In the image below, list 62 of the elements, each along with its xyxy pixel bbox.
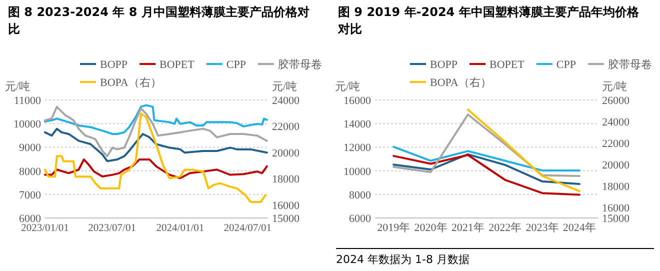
x-tick-label: 2019年: [377, 222, 410, 234]
line-series: [44, 158, 268, 180]
y-tick-label: 8000: [349, 189, 372, 202]
line-series: [392, 153, 580, 186]
y2-tick-label: 18000: [602, 180, 630, 193]
legend-label: BOPP: [430, 59, 458, 71]
y2-tick-label: 16000: [272, 200, 300, 212]
legend-label: 胶带母卷: [608, 58, 652, 71]
y2-tick-label: 20000: [272, 147, 300, 160]
y-tick-label: 9000: [19, 142, 42, 154]
legend-label: BOPET: [160, 59, 195, 71]
y-tick-label: 12000: [344, 142, 372, 154]
y2-tick-label: 22000: [602, 138, 630, 150]
y-tick-label: 16000: [344, 95, 372, 107]
y2-tick-label: 24000: [272, 95, 300, 107]
y-axis-title: 元/吨: [335, 80, 360, 93]
y-tick-label: 7000: [19, 189, 42, 202]
y2-tick-label: 22000: [272, 121, 300, 134]
x-tick-label: 2022年: [488, 222, 522, 234]
x-tick-label: 2024年: [562, 222, 596, 234]
x-tick-label: 2020年: [414, 222, 448, 234]
y2-tick-label: 18000: [272, 174, 300, 186]
y2-tick-label: 15000: [602, 213, 630, 225]
y2-tick-label: 26000: [602, 95, 630, 107]
y-tick-label: 6000: [349, 213, 372, 225]
legend-label: BOPP: [100, 59, 128, 71]
line-series: [44, 128, 268, 162]
line-series: [44, 104, 268, 135]
chart-title: 图 8 2023-2024 年 8 月中国塑料薄膜主要产品价格对比: [8, 4, 310, 38]
y2-tick-label: 16000: [602, 202, 630, 214]
x-tick-label: 2023/07/01: [88, 223, 136, 234]
legend-label: CPP: [556, 59, 576, 71]
y2-axis-title: 元/吨: [602, 80, 628, 93]
legend-label: BOPA（右）: [100, 77, 162, 89]
x-tick-label: 2023/01/01: [21, 223, 69, 234]
legend-label: CPP: [226, 59, 246, 71]
line-series: [392, 146, 580, 172]
legend-label: BOPET: [490, 59, 525, 71]
y-tick-label: 8000: [19, 166, 42, 178]
text: 2024 年数据为 1-8 月数据: [336, 248, 654, 267]
y-tick-label: 10000: [344, 166, 372, 178]
y2-tick-label: 20000: [602, 159, 630, 172]
y2-tick-label: 24000: [602, 116, 630, 128]
line-series: [466, 108, 580, 192]
legend-label: BOPA（右）: [430, 77, 492, 89]
x-tick-label: 2023年: [526, 222, 559, 234]
line-series: [392, 154, 580, 196]
line-series: [44, 112, 266, 203]
y-tick-label: 11000: [14, 95, 42, 107]
y-axis-title: 元/吨: [5, 80, 30, 93]
y-tick-label: 10000: [14, 118, 42, 131]
y2-axis-title: 元/吨: [272, 80, 298, 93]
y2-tick-label: 15000: [272, 213, 300, 225]
x-tick-label: 2024/01/01: [156, 223, 204, 234]
line-series: [392, 114, 580, 177]
x-tick-label: 2021年: [451, 222, 484, 234]
y-tick-label: 14000: [344, 118, 372, 131]
x-tick-label: 2024/07/01: [224, 223, 272, 234]
line-series: [44, 106, 268, 158]
chart-title: 图 9 2019 年-2024 年中国塑料薄膜主要产品年均价格对比: [338, 4, 640, 38]
legend-label: 胶带母卷: [278, 58, 322, 71]
y-tick-label: 6000: [19, 213, 42, 225]
